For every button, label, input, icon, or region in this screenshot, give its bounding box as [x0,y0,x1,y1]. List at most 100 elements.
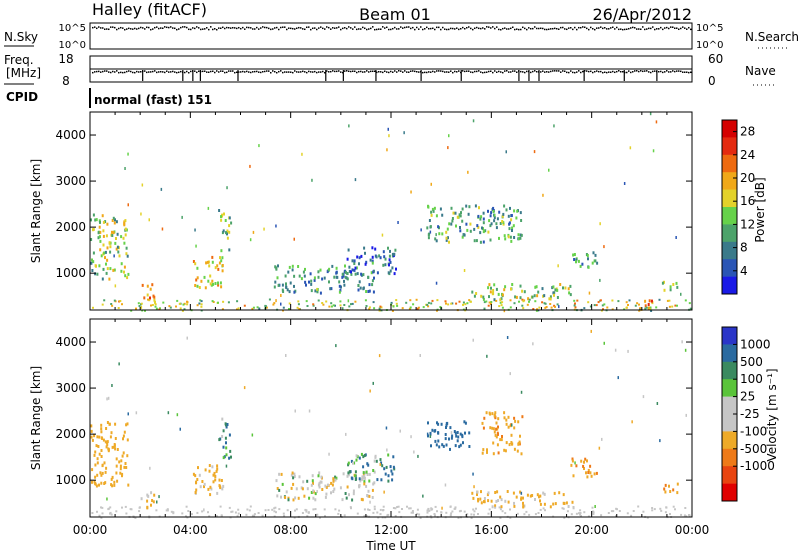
echo-cell [356,255,359,259]
echo-cell [510,239,513,243]
echo-cell [115,471,118,475]
nsky-label: N.Sky [4,30,38,44]
nsky-frame [89,22,693,50]
freq-point [566,71,568,74]
echo-cell [194,474,197,478]
echo-cell [513,504,516,508]
nsky-point [290,27,292,30]
echo-cell [114,437,117,440]
echo-cell [230,221,233,225]
echo-cell [347,463,350,467]
freq-point [178,71,180,74]
echo-cell [450,302,453,305]
echo-cell [123,270,125,274]
freq-point [276,71,278,74]
echo-cell [317,275,320,279]
echo-cell [416,508,419,511]
echo-cell [642,395,645,399]
x-tick-label: 00:00 [73,523,108,537]
echo-cell [365,470,368,474]
nsky-point [400,26,402,28]
echo-cell [375,255,378,259]
echo-cell [98,219,101,223]
echo-cell [97,231,100,235]
echo-cell [494,411,497,415]
echo-cell [549,505,552,509]
nsky-point [610,27,612,29]
nsky-point [160,27,162,29]
echo-cell [395,302,398,305]
echo-cell [106,497,108,501]
echo-cell [562,286,564,290]
freq-point [614,71,616,74]
echo-cell [228,456,231,460]
freq-point [398,70,400,72]
echo-cell [507,425,510,429]
echo-cell [459,509,462,512]
echo-cell [515,295,518,299]
echo-cell [314,289,317,293]
nsky-point [496,26,498,28]
freq-point [586,70,588,72]
nsky-point [174,27,176,30]
echo-cell [140,212,142,216]
nsky-point [170,26,172,28]
nsky-point [114,26,116,29]
freq-point [564,70,566,73]
nsky-point [138,27,140,30]
echo-cell [389,465,392,469]
freq-point [618,70,620,72]
freq-point [414,70,416,73]
nsky-point [116,28,118,31]
echo-cell [372,381,374,385]
echo-cell [187,510,190,512]
echo-cell [107,396,110,400]
echo-cell [454,211,457,215]
echo-cell [316,287,318,291]
echo-cell [429,515,432,518]
echo-cell [338,509,341,512]
echo-cell [409,507,412,510]
echo-cell [152,500,155,504]
freq-point [292,71,294,74]
echo-cell [575,512,578,515]
time-axis-label: Time UT [365,539,416,553]
echo-cell [652,149,655,153]
nsky-point [438,26,440,29]
echo-cell [395,299,398,302]
echo-cell [412,303,415,306]
echo-cell [521,289,524,293]
echo-cell [92,227,95,231]
nsky-point [318,27,320,29]
echo-cell [368,283,371,287]
echo-cell [318,471,321,475]
echo-cell [348,269,351,273]
echo-cell [114,422,117,426]
echo-cell [603,245,605,249]
nsky-point [274,27,276,29]
freq-point [374,70,376,73]
echo-cell [203,508,205,512]
freq-point [442,70,444,73]
echo-cell [644,304,647,308]
echo-cell [638,303,640,306]
echo-cell [426,303,429,306]
echo-cell [474,204,477,208]
echo-cell [438,232,441,236]
echo-cell [289,281,292,285]
echo-cell [111,304,114,307]
y-tick-label: 2000 [55,427,86,441]
nsky-point [642,26,644,28]
nsky-point [402,27,404,29]
echo-cell [170,510,173,513]
echo-cell [503,288,506,292]
echo-cell [95,444,98,448]
colorbar-swatch [722,327,737,345]
nsky-point [558,28,560,30]
echo-cell [272,303,275,306]
freq-point [412,70,414,72]
echo-cell [684,348,687,352]
echo-cell [571,459,574,463]
echo-cell [246,508,249,511]
